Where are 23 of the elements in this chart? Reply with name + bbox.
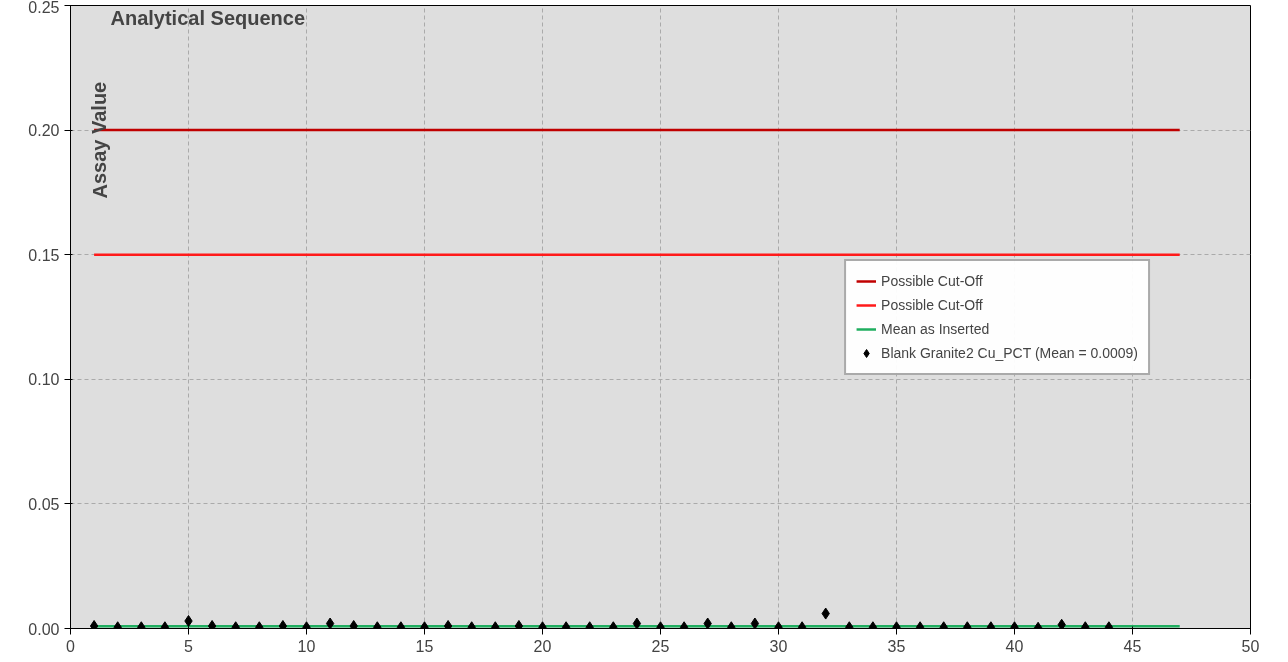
x-tick-label: 15: [415, 637, 434, 655]
x-tick-label: 35: [887, 637, 906, 655]
y-axis-title: Assay Value: [88, 81, 111, 199]
legend-label: Possible Cut-Off: [881, 272, 983, 289]
legend-label: Blank Granite2 Cu_PCT (Mean = 0.0009): [881, 344, 1138, 361]
y-tick-label: 0.10: [28, 371, 60, 389]
x-tick-label: 50: [1241, 637, 1260, 655]
x-axis-title: Analytical Sequence: [110, 6, 306, 29]
legend-label: Possible Cut-Off: [881, 296, 983, 313]
x-tick-label: 40: [1005, 637, 1024, 655]
x-tick-label: 25: [651, 637, 670, 655]
x-tick-label: 45: [1123, 637, 1142, 655]
y-tick-label: 0.05: [28, 495, 60, 513]
y-tick-label: 0.20: [28, 122, 60, 140]
x-tick-label: 10: [297, 637, 316, 655]
y-tick-label: 0.15: [28, 246, 60, 264]
x-tick-label: 30: [769, 637, 788, 655]
y-tick-label: 0.00: [28, 620, 60, 638]
x-tick-label: 20: [533, 637, 552, 655]
x-tick-label: 0: [66, 637, 76, 655]
y-tick-label: 0.25: [28, 0, 60, 16]
x-tick-label: 5: [184, 637, 194, 655]
legend-label: Mean as Inserted: [881, 320, 990, 337]
